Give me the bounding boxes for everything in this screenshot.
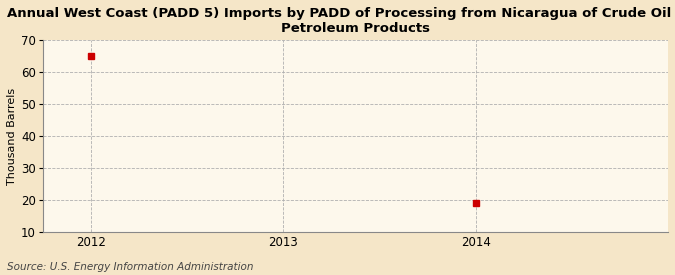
Text: Source: U.S. Energy Information Administration: Source: U.S. Energy Information Administ… [7, 262, 253, 272]
Title: Annual West Coast (PADD 5) Imports by PADD of Processing from Nicaragua of Crude: Annual West Coast (PADD 5) Imports by PA… [7, 7, 675, 35]
Y-axis label: Thousand Barrels: Thousand Barrels [7, 87, 17, 185]
